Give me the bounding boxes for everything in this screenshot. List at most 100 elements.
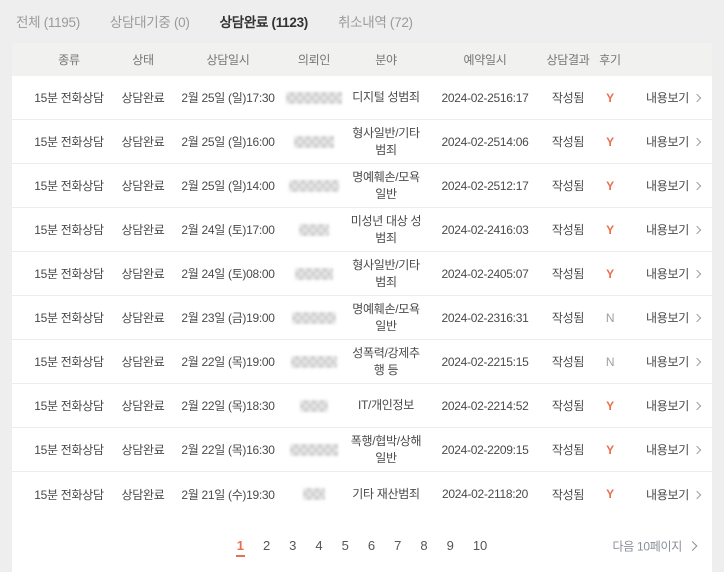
client-cell — [284, 355, 344, 368]
table-row: 15분 전화상담 상담완료 2월 21일 (수)19:30 기타 재산범죄 2024-0… — [12, 472, 712, 516]
page-7[interactable]: 7 — [394, 537, 402, 553]
tab-all[interactable]: 전체 (1195) — [16, 15, 80, 30]
view-content-link[interactable]: 내용보기 — [646, 353, 702, 370]
view-content-link[interactable]: 내용보기 — [646, 486, 702, 503]
result-label: 작성됨 — [551, 399, 585, 413]
field-label: 기타 재산범죄 — [352, 486, 420, 501]
field-label: 성폭력/강제추행 등 — [352, 346, 420, 377]
page-2[interactable]: 2 — [262, 537, 271, 553]
table-row: 15분 전화상담 상담완료 2월 24일 (토)08:00 형사일반/기타범죄 2024… — [12, 252, 712, 296]
view-content-link[interactable]: 내용보기 — [646, 265, 702, 282]
status-label: 상담완료 — [121, 91, 165, 105]
view-cell: 내용보기 — [626, 89, 702, 106]
page-10[interactable]: 10 — [472, 537, 488, 553]
column-header: 종류 — [58, 53, 80, 67]
client-name-masked — [295, 267, 333, 280]
view-cell: 내용보기 — [626, 441, 702, 458]
reservation-datetime: 2024-02-2516:17 — [441, 90, 529, 105]
result-label: 작성됨 — [551, 311, 585, 325]
client-cell — [284, 135, 344, 148]
field-label: 폭행/협박/상해 일반 — [350, 434, 422, 465]
view-cell: 내용보기 — [626, 221, 702, 238]
page-8[interactable]: 8 — [420, 537, 428, 553]
client-name-masked — [290, 443, 338, 456]
tab-waiting[interactable]: 상담대기중 (0) — [109, 15, 190, 30]
client-cell — [284, 267, 344, 280]
chevron-right-icon — [692, 225, 702, 235]
consult-type: 15분 전화상담 — [34, 487, 104, 502]
status-label: 상담완료 — [121, 267, 165, 281]
pagination-bar: 1 2 3 4 5 6 7 8 9 10 다음 10페이지 — [12, 520, 712, 572]
result-label: 작성됨 — [551, 487, 585, 502]
status-label: 상담완료 — [121, 311, 165, 325]
consult-type: 15분 전화상담 — [34, 443, 104, 457]
chevron-right-icon — [692, 93, 702, 103]
reservation-datetime: 2024-02-2118:20 — [441, 487, 529, 501]
column-header: 예약일시 — [463, 53, 507, 67]
review-flag: N — [605, 354, 615, 369]
reservation-datetime: 2024-02-2512:17 — [441, 178, 529, 193]
table-row: 15분 전화상담 상담완료 2월 25일 (일)14:00 명예훼손/모욕 일반 202… — [12, 164, 712, 208]
view-cell: 내용보기 — [626, 177, 702, 194]
review-flag: Y — [606, 266, 614, 281]
review-flag: Y — [606, 134, 614, 149]
column-header: 상담결과 — [546, 53, 590, 67]
field-label: 형사일반/기타범죄 — [352, 258, 420, 289]
column-header: 상담일시 — [206, 53, 250, 67]
page-5[interactable]: 5 — [341, 537, 349, 553]
table-row: 15분 전화상담 상담완료 2월 23일 (금)19:00 명예훼손/모욕 일반 202… — [12, 296, 712, 340]
view-cell: 내용보기 — [626, 133, 702, 150]
view-content-link[interactable]: 내용보기 — [646, 221, 702, 238]
client-name-masked — [300, 399, 328, 412]
page-1[interactable]: 1 — [235, 536, 245, 557]
client-cell — [284, 488, 344, 500]
view-cell: 내용보기 — [626, 353, 702, 370]
field-label: IT/개인정보 — [357, 398, 415, 413]
consult-datetime: 2월 23일 (금)19:00 — [181, 311, 275, 325]
status-label: 상담완료 — [121, 399, 165, 413]
page-9[interactable]: 9 — [446, 537, 454, 553]
next-pages-button[interactable]: 다음 10페이지 — [612, 538, 698, 555]
result-label: 작성됨 — [551, 223, 585, 237]
result-label: 작성됨 — [551, 179, 585, 193]
consult-type: 15분 전화상담 — [34, 179, 104, 193]
next-pages-label: 다음 10페이지 — [612, 539, 683, 554]
view-content-link[interactable]: 내용보기 — [646, 309, 702, 326]
field-label: 명예훼손/모욕 일반 — [352, 170, 420, 201]
client-name-masked — [291, 355, 337, 368]
view-content-link[interactable]: 내용보기 — [646, 397, 702, 414]
tab-canceled[interactable]: 취소내역 (72) — [338, 15, 413, 30]
consult-datetime: 2월 21일 (수)19:30 — [181, 487, 275, 502]
tab-bar: 전체 (1195) 상담대기중 (0) 상담완료 (1123) 취소내역 (72) — [0, 0, 724, 43]
page-3[interactable]: 3 — [289, 537, 297, 553]
consult-datetime: 2월 25일 (일)14:00 — [181, 179, 275, 193]
table-row: 15분 전화상담 상담완료 2월 24일 (토)17:00 미성년 대상 성범죄 202… — [12, 208, 712, 252]
consult-datetime: 2월 22일 (목)18:30 — [181, 399, 275, 413]
consult-datetime: 2월 25일 (일)17:30 — [181, 91, 275, 105]
table-row: 15분 전화상담 상담완료 2월 25일 (일)17:30 디지털 성범죄 2024-0… — [12, 76, 712, 120]
status-label: 상담완료 — [121, 223, 165, 237]
reservation-datetime: 2024-02-2405:07 — [441, 266, 529, 281]
table-body: 15분 전화상담 상담완료 2월 25일 (일)17:30 디지털 성범죄 2024-0… — [12, 76, 712, 520]
client-name-masked — [303, 488, 325, 500]
field-label: 디지털 성범죄 — [352, 90, 420, 105]
view-content-link[interactable]: 내용보기 — [646, 89, 702, 106]
view-content-link[interactable]: 내용보기 — [646, 133, 702, 150]
chevron-right-icon — [692, 181, 702, 191]
table-row: 15분 전화상담 상담완료 2월 22일 (목)16:30 폭행/협박/상해 일반 20… — [12, 428, 712, 472]
consult-datetime: 2월 25일 (일)16:00 — [181, 135, 275, 149]
result-label: 작성됨 — [551, 91, 585, 105]
view-cell: 내용보기 — [626, 309, 702, 326]
view-content-link[interactable]: 내용보기 — [646, 177, 702, 194]
consult-datetime: 2월 24일 (토)17:00 — [181, 223, 275, 237]
client-name-masked — [292, 311, 336, 324]
tab-completed[interactable]: 상담완료 (1123) — [219, 15, 309, 30]
consult-type: 15분 전화상담 — [34, 223, 104, 237]
page-6[interactable]: 6 — [367, 537, 376, 553]
consult-type: 15분 전화상담 — [34, 267, 104, 281]
client-cell — [284, 311, 344, 324]
table-row: 15분 전화상담 상담완료 2월 22일 (목)18:30 IT/개인정보 2024-0… — [12, 384, 712, 428]
field-label: 명예훼손/모욕 일반 — [352, 302, 420, 333]
view-content-link[interactable]: 내용보기 — [646, 441, 702, 458]
page-4[interactable]: 4 — [315, 537, 323, 553]
